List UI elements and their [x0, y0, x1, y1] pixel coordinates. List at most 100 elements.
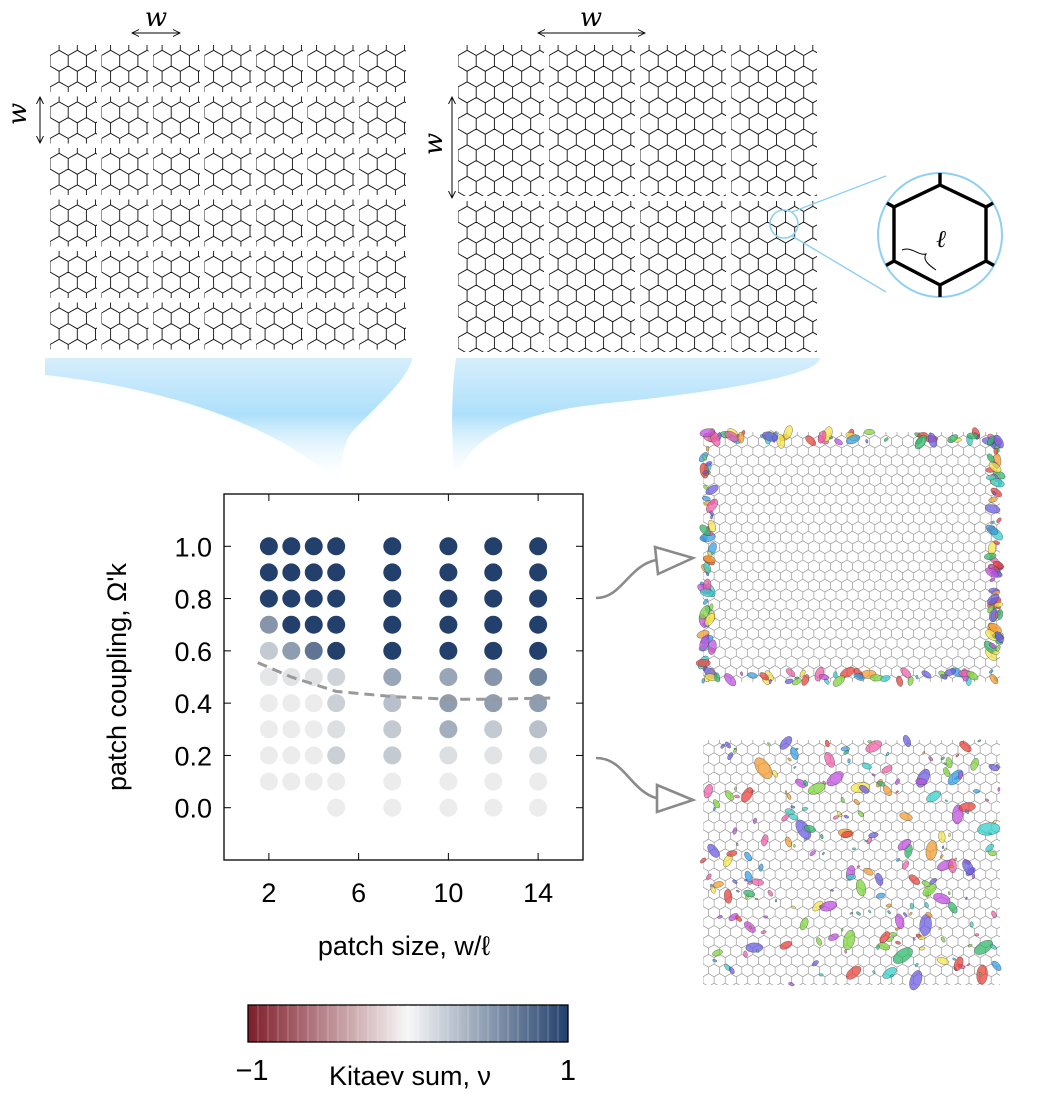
honeycomb-lattice [359, 148, 406, 195]
honeycomb-lattice [50, 96, 97, 144]
orbital-ellipse [895, 778, 900, 785]
zoom-inset: ℓ [769, 172, 1003, 298]
honeycomb-lattice [307, 302, 355, 350]
orbital-ellipse [841, 830, 853, 839]
orbital-ellipse [788, 982, 795, 987]
orbital-ellipse [921, 670, 932, 679]
orbital-ellipse [989, 674, 999, 685]
orbital-ellipse [909, 911, 913, 916]
honeycomb-lattice [359, 45, 406, 92]
honeycomb-lattice [703, 432, 1000, 682]
orbital-ellipse [895, 941, 901, 945]
data-point [484, 668, 503, 686]
honeycomb-lattice [50, 199, 97, 247]
phase-boundary-line [257, 661, 557, 701]
orbital-ellipse [925, 840, 938, 861]
orbital-ellipse [924, 902, 929, 908]
orbital-ellipse [754, 757, 773, 779]
orbital-ellipse [957, 770, 963, 780]
honeycomb-lattice [204, 251, 252, 298]
orbital-ellipse [825, 739, 830, 748]
orbital-ellipse [834, 438, 843, 446]
orbital-ellipse [893, 947, 913, 964]
orbital-ellipse [962, 859, 974, 875]
orbital-ellipse [701, 496, 711, 502]
orbital-ellipse [699, 428, 715, 438]
data-point [529, 746, 548, 765]
orbital-ellipse [734, 786, 737, 791]
w-label-side-right: w [419, 133, 449, 155]
orbital-ellipse [713, 806, 716, 811]
data-point [304, 746, 323, 765]
orbital-ellipse [846, 965, 862, 980]
data-point [484, 694, 503, 713]
orbital-ellipse [774, 898, 778, 903]
orbital-ellipse [895, 913, 905, 930]
orbital-ellipse [868, 832, 879, 839]
orbital-ellipse [849, 912, 853, 915]
orbital-ellipse [921, 880, 931, 887]
orbital-ellipse [938, 830, 946, 843]
honeycomb-lattice [204, 148, 252, 195]
orbital-ellipse [988, 461, 1002, 473]
data-point [282, 589, 301, 608]
orbital-ellipse [830, 889, 834, 892]
orbital-ellipse [990, 944, 997, 950]
orbital-ellipse [853, 799, 860, 806]
orbital-ellipse [734, 794, 740, 799]
orbital-ellipse [809, 850, 816, 856]
orbital-ellipse [984, 504, 1001, 514]
orbital-ellipse [786, 793, 792, 800]
data-point [327, 641, 346, 660]
bulk-state-panel-trivial [700, 735, 1002, 991]
orbital-ellipse [828, 933, 839, 941]
orbital-ellipse [732, 879, 738, 884]
x-axis-label: patch size, w/ℓ [318, 931, 491, 961]
orbital-ellipse [703, 555, 716, 564]
data-point [259, 720, 278, 739]
orbital-ellipse [861, 762, 872, 770]
orbital-ellipse [988, 642, 997, 649]
orbital-ellipse [885, 903, 892, 908]
orbital-ellipse [991, 960, 1002, 971]
x-tick-label: 14 [523, 878, 553, 908]
data-point [304, 720, 323, 739]
orbital-ellipse [876, 892, 886, 899]
orbital-ellipse [941, 845, 945, 850]
orbital-ellipse [959, 740, 972, 753]
data-point [282, 720, 301, 739]
orbital-ellipse [896, 858, 901, 862]
orbital-ellipse [864, 840, 868, 842]
honeycomb-lattice [359, 96, 406, 144]
orbital-ellipse [832, 815, 839, 820]
orbital-ellipse [947, 434, 959, 443]
orbital-ellipse [953, 956, 964, 971]
orbital-ellipse [977, 822, 1001, 836]
orbital-ellipse [803, 824, 816, 833]
orbital-ellipse [728, 913, 739, 921]
data-point [327, 772, 346, 791]
orbital-ellipse [900, 667, 911, 678]
orbital-ellipse [853, 673, 865, 681]
honeycomb-lattice [101, 148, 149, 195]
orbital-ellipse [703, 562, 711, 574]
orbital-ellipse [843, 749, 850, 755]
orbital-ellipse [706, 498, 718, 513]
orbital-ellipse [776, 434, 786, 449]
honeycomb-lattice [153, 251, 200, 298]
orbital-ellipse [744, 851, 752, 862]
orbital-ellipse [700, 857, 707, 864]
orbital-ellipse [909, 902, 914, 910]
orbital-ellipse [914, 962, 919, 967]
data-point [484, 563, 503, 582]
orbital-ellipse [706, 873, 712, 881]
orbital-ellipse [990, 520, 995, 525]
orbital-ellipse [709, 603, 714, 611]
data-point [304, 641, 323, 660]
data-point [484, 720, 503, 739]
honeycomb-lattice [256, 148, 303, 195]
orbital-ellipse [987, 850, 997, 856]
orbital-ellipse [987, 605, 995, 614]
colorbar: −1 1 Kitaev sum, ν [235, 1004, 576, 1091]
orbital-ellipse [703, 598, 709, 605]
